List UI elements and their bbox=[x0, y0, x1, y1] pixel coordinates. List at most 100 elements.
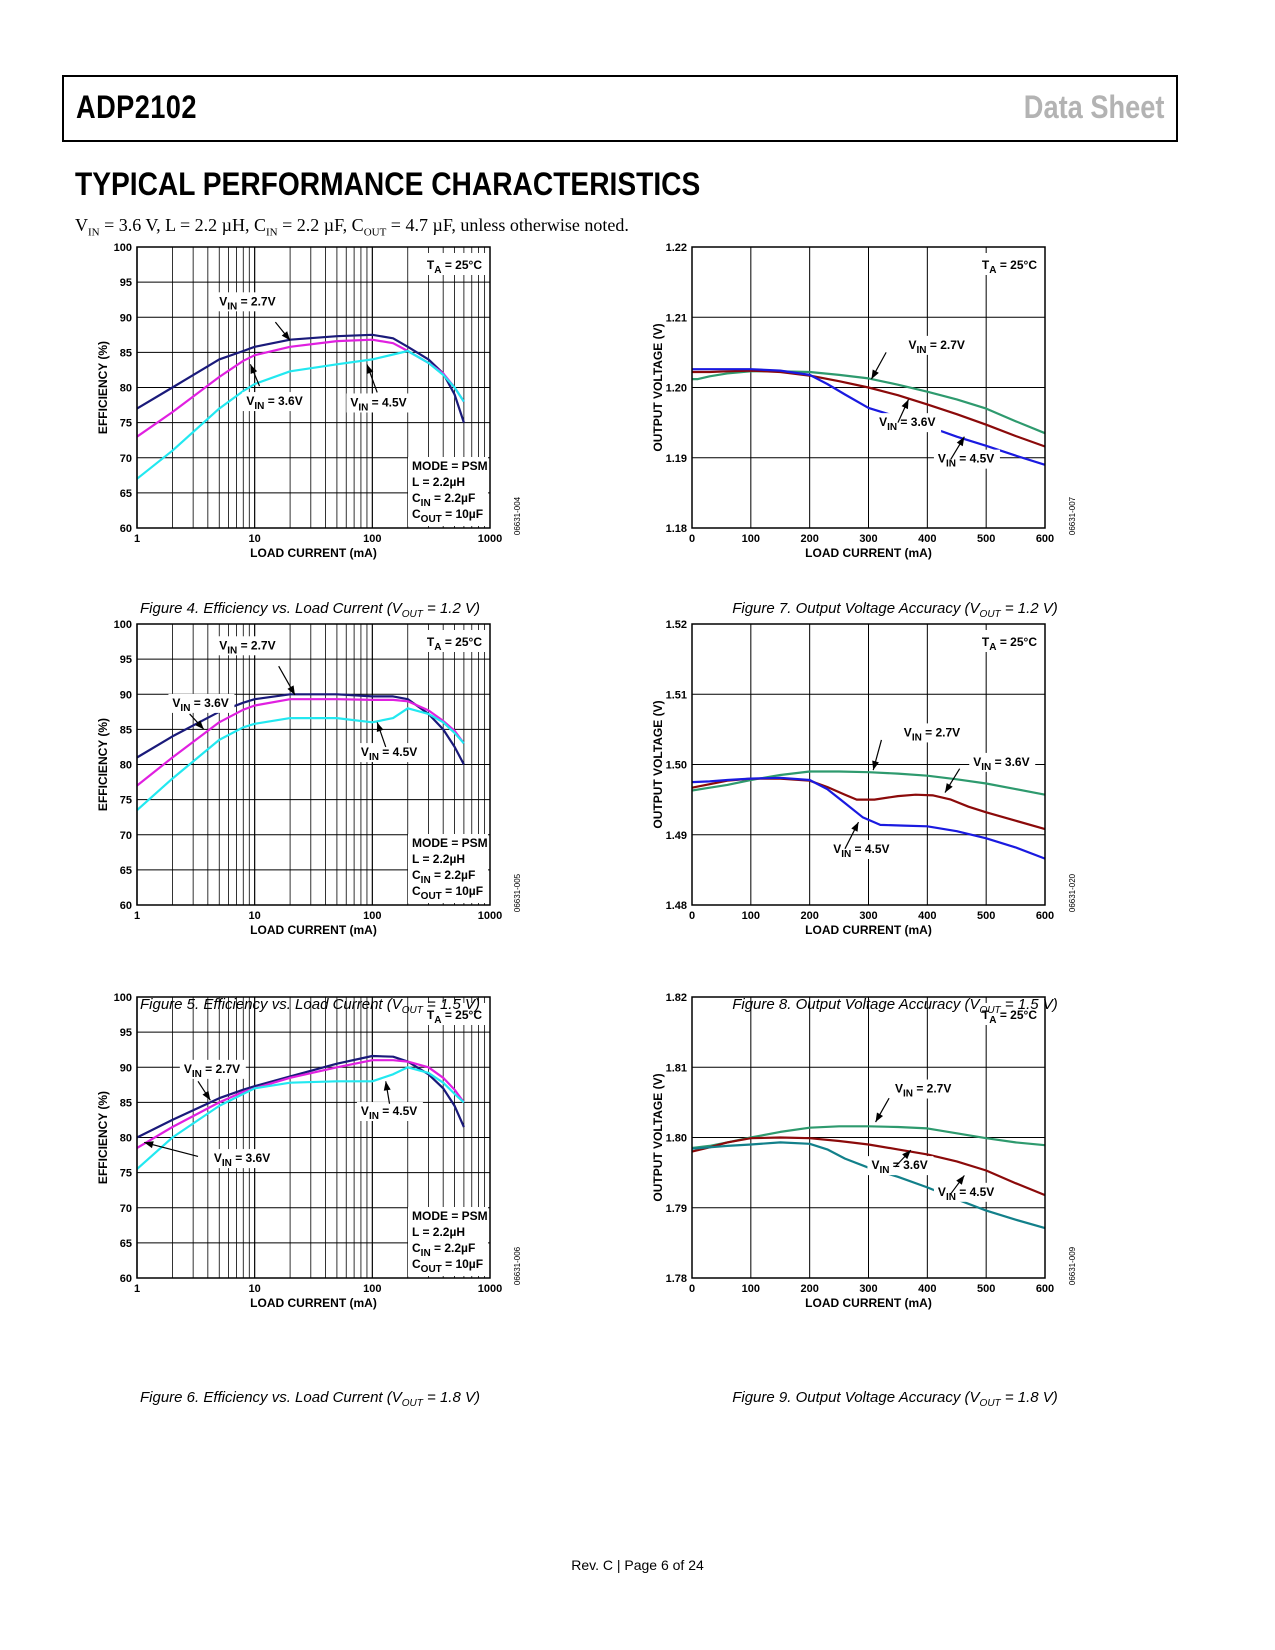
conditions-box bbox=[408, 834, 488, 903]
x-tick-label: 300 bbox=[859, 1283, 877, 1295]
label-bg bbox=[933, 1182, 1000, 1202]
label-bg bbox=[168, 693, 235, 713]
caption-fig4: Figure 4. Efficiency vs. Load Current (V… bbox=[139, 600, 480, 620]
arrowhead bbox=[144, 1141, 154, 1149]
y-tick-label: 75 bbox=[120, 1168, 132, 1180]
series-line bbox=[691, 776, 1046, 860]
arrowhead bbox=[287, 685, 295, 695]
conditions-box bbox=[408, 1207, 488, 1276]
x-tick-label: 1000 bbox=[478, 910, 502, 922]
x-tick-label: 400 bbox=[918, 910, 936, 922]
x-tick-label: 200 bbox=[800, 1283, 818, 1295]
arrowhead bbox=[281, 331, 291, 341]
x-tick-label: 100 bbox=[742, 1283, 760, 1295]
x-axis-title: LOAD CURRENT (mA) bbox=[250, 923, 377, 937]
label-bg bbox=[418, 253, 486, 275]
arrowhead bbox=[366, 364, 374, 374]
y-tick-label: 1.20 bbox=[666, 383, 687, 395]
chart-fig4: TA = 25°C MODE = PSM L = 2.2µH CIN = 2.2µFC… bbox=[96, 242, 522, 560]
series-label: VIN = 2.7V bbox=[219, 638, 275, 656]
y-tick-label: 60 bbox=[120, 523, 132, 535]
x-tick-label: 1000 bbox=[478, 533, 502, 545]
arrowhead bbox=[875, 1112, 884, 1123]
y-tick-label: 90 bbox=[120, 689, 132, 701]
label-bg bbox=[215, 292, 282, 312]
x-tick-label: 500 bbox=[977, 1283, 995, 1295]
x-tick-label: 10 bbox=[249, 910, 261, 922]
label-bg bbox=[969, 752, 1036, 772]
label-bg bbox=[215, 636, 282, 656]
plot-frame bbox=[136, 623, 491, 906]
x-tick-label: 1000 bbox=[478, 1283, 502, 1295]
series-line bbox=[136, 698, 465, 787]
series-line bbox=[136, 1059, 465, 1149]
y-tick-label: 100 bbox=[114, 242, 132, 254]
caption-fig5: Figure 5. Efficiency vs. Load Current (V… bbox=[139, 996, 480, 1016]
arrowhead bbox=[944, 783, 953, 793]
arrowhead bbox=[250, 364, 258, 374]
label-bg bbox=[829, 840, 896, 860]
ta-label: TA = 25°C bbox=[427, 258, 482, 276]
arrowhead bbox=[956, 436, 965, 447]
label-bg bbox=[418, 1003, 486, 1025]
plot-frame bbox=[136, 246, 491, 529]
y-tick-label: 60 bbox=[120, 900, 132, 912]
y-tick-label: 1.48 bbox=[666, 900, 687, 912]
arrowhead bbox=[956, 1175, 965, 1185]
y-tick-label: 1.80 bbox=[666, 1133, 687, 1145]
y-tick-label: 70 bbox=[120, 830, 132, 842]
y-tick-label: 75 bbox=[120, 418, 132, 430]
x-tick-label: 1 bbox=[134, 1283, 140, 1295]
y-tick-label: 95 bbox=[120, 277, 132, 289]
x-tick-label: 0 bbox=[689, 1283, 695, 1295]
series-line bbox=[136, 1054, 465, 1139]
conditions-line: MODE = PSM bbox=[412, 1209, 488, 1223]
y-tick-label: 80 bbox=[120, 383, 132, 395]
series-label: VIN = 4.5V bbox=[938, 452, 994, 470]
y-tick-label: 1.21 bbox=[666, 312, 687, 324]
x-tick-label: 10 bbox=[249, 533, 261, 545]
label-bg bbox=[242, 392, 309, 412]
grid bbox=[691, 996, 1046, 1279]
series-label: VIN = 2.7V bbox=[895, 1082, 951, 1100]
conditions-line: L = 2.2µH bbox=[412, 475, 465, 489]
x-tick-label: 600 bbox=[1036, 910, 1054, 922]
chart-fig6: TA = 25°C MODE = PSM L = 2.2µH CIN = 2.2µFC… bbox=[96, 992, 522, 1310]
y-tick-label: 1.82 bbox=[666, 992, 687, 1004]
x-axis-title: LOAD CURRENT (mA) bbox=[805, 923, 932, 937]
x-tick-label: 300 bbox=[859, 533, 877, 545]
page-header: ADP2102 Data Sheet bbox=[62, 75, 1178, 142]
x-axis-title: LOAD CURRENT (mA) bbox=[250, 546, 377, 560]
conditions-line: CIN = 2.2µF bbox=[412, 491, 475, 509]
series-label: VIN = 4.5V bbox=[350, 395, 406, 413]
series-line bbox=[692, 369, 1046, 448]
label-bg bbox=[890, 1079, 957, 1099]
x-tick-label: 100 bbox=[363, 910, 381, 922]
label-bg bbox=[346, 393, 413, 413]
x-tick-label: 100 bbox=[742, 910, 760, 922]
x-tick-label: 200 bbox=[800, 533, 818, 545]
y-tick-label: 1.79 bbox=[666, 1203, 687, 1215]
x-tick-label: 100 bbox=[363, 1283, 381, 1295]
arrowhead bbox=[872, 760, 879, 771]
y-tick-label: 1.52 bbox=[666, 619, 687, 631]
label-bg bbox=[899, 723, 966, 743]
ta-label: TA = 25°C bbox=[982, 258, 1037, 276]
arrowhead bbox=[195, 720, 204, 730]
y-tick-label: 90 bbox=[120, 1062, 132, 1074]
y-tick-label: 1.50 bbox=[666, 760, 687, 772]
label-bg bbox=[933, 449, 1000, 469]
label-bg bbox=[418, 630, 486, 652]
label-bg bbox=[973, 1003, 1041, 1025]
label-bg bbox=[867, 1156, 934, 1176]
conditions-line: COUT = 10µF bbox=[412, 884, 483, 902]
x-axis-title: LOAD CURRENT (mA) bbox=[805, 546, 932, 560]
series-line bbox=[691, 1141, 1046, 1230]
x-tick-label: 1 bbox=[134, 533, 140, 545]
y-tick-label: 65 bbox=[120, 865, 132, 877]
x-tick-label: 100 bbox=[363, 533, 381, 545]
ta-label: TA = 25°C bbox=[982, 1008, 1037, 1026]
y-tick-label: 1.19 bbox=[666, 453, 687, 465]
y-tick-label: 1.51 bbox=[666, 689, 687, 701]
label-bg bbox=[209, 1149, 276, 1169]
